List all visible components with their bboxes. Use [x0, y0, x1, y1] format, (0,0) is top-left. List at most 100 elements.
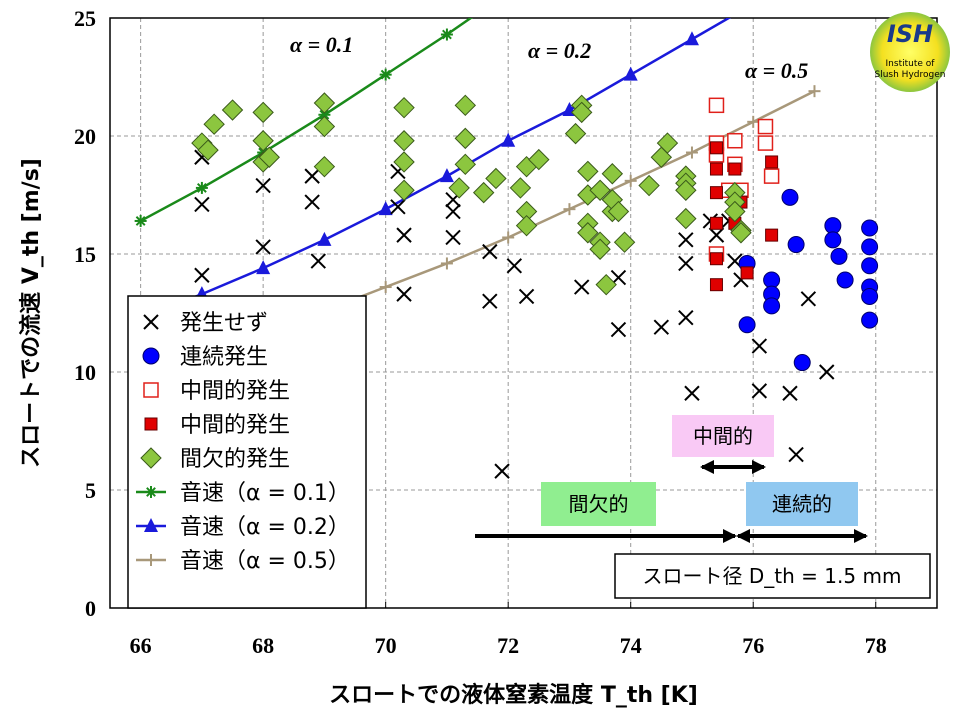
throat-diameter-box: スロート径 D_th = 1.5 mm [614, 553, 931, 599]
square-mark [708, 97, 725, 114]
x-stroke [143, 314, 159, 330]
data-point [589, 179, 611, 201]
triangle-mark [317, 231, 332, 246]
x-stroke [518, 288, 535, 305]
circle-mark [763, 271, 781, 289]
diamond-mark [485, 167, 507, 190]
data-point [393, 96, 415, 119]
x-stroke [573, 279, 590, 295]
circle-mark [836, 271, 854, 289]
data-point [730, 222, 752, 244]
triangle-mark [501, 132, 516, 147]
x-stroke [678, 232, 694, 248]
region-text: 間欠的 [569, 492, 629, 516]
sound-speed-marker [256, 260, 271, 275]
diamond-mark [454, 153, 477, 176]
square-mark [740, 266, 754, 280]
diamond-mark [638, 174, 660, 197]
data-point [728, 162, 742, 176]
diamond-mark [258, 146, 280, 168]
intermediate-arrow [700, 460, 766, 474]
circle-mark [142, 347, 160, 365]
diamond-mark [656, 132, 679, 154]
x-stroke [396, 227, 412, 243]
triangle-mark [144, 518, 158, 532]
legend-label: 中間的発生 [180, 379, 290, 404]
x-stroke [678, 255, 694, 272]
square-mark [709, 216, 723, 230]
sound-speed-marker [624, 174, 637, 187]
diamond-mark [730, 222, 752, 244]
data-point [824, 231, 842, 249]
sound-speed-marker [440, 257, 453, 270]
logo-subtext: Institute of [886, 59, 936, 69]
diamond-mark [528, 148, 550, 171]
x-tick-label: 78 [865, 633, 887, 658]
data-point [793, 354, 811, 372]
diamond-mark [589, 179, 611, 201]
x-stroke [708, 227, 725, 243]
legend-item: 間欠的発生 [140, 447, 290, 472]
triangle-mark [378, 201, 393, 216]
continuous-arrow [736, 529, 868, 543]
diamond-mark [140, 447, 162, 469]
data-point [709, 162, 723, 176]
data-point [765, 228, 779, 242]
data-point [763, 168, 780, 184]
data-point [589, 238, 611, 260]
data-point [313, 92, 336, 114]
legend-item: 中間的発生 [143, 379, 290, 404]
circle-mark [830, 247, 848, 265]
data-point [313, 155, 336, 178]
data-point [653, 319, 670, 335]
data-point [393, 130, 415, 152]
x-stroke [445, 203, 461, 220]
data-point [197, 139, 219, 161]
data-point [564, 122, 587, 145]
data-point [638, 174, 660, 197]
x-tick-label: 76 [742, 633, 764, 658]
data-point [740, 266, 754, 280]
legend-marker [144, 417, 158, 431]
x-stroke [310, 253, 326, 269]
data-point [607, 200, 630, 223]
data-point [258, 146, 280, 168]
data-point [454, 153, 477, 176]
legend-marker [145, 554, 157, 566]
square-mark [757, 118, 774, 135]
diamond-mark [509, 177, 532, 199]
data-point [757, 135, 774, 151]
data-point [255, 177, 271, 194]
ast [380, 69, 391, 80]
data-point [738, 316, 756, 334]
data-point [252, 130, 274, 152]
legend-marker [143, 382, 159, 398]
circle-mark [738, 316, 756, 334]
region-intermittent-label: 間欠的 [541, 482, 656, 526]
sound-speed-marker [317, 231, 332, 246]
circle-mark [793, 354, 811, 372]
data-point [482, 293, 498, 309]
data-point [454, 127, 477, 150]
throat-diameter-text: スロート径 D_th = 1.5 mm [643, 564, 902, 588]
legend-label: 音速（α = 0.2） [180, 515, 350, 540]
data-point [861, 287, 879, 305]
data-point [709, 216, 723, 230]
data-point [396, 286, 412, 302]
plot-border [109, 17, 938, 609]
x-stroke [751, 383, 768, 399]
data-point [528, 148, 550, 171]
diamond-mark [221, 99, 244, 121]
triangle-mark [439, 168, 454, 183]
throat-box-border [614, 553, 931, 599]
arrow-head [736, 529, 750, 543]
y-axis-label: スロートでの流速 V_th [m/s] [18, 158, 44, 468]
data-point [781, 188, 799, 206]
diamond-mark [448, 177, 470, 199]
arrow-head [752, 460, 766, 474]
data-point [445, 203, 461, 220]
diamond-mark [393, 179, 415, 201]
square-mark [763, 168, 780, 184]
x-stroke [304, 168, 320, 184]
